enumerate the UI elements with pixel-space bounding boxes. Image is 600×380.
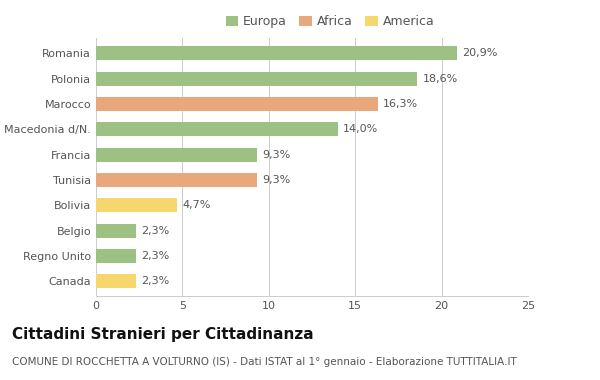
Text: 16,3%: 16,3% bbox=[383, 99, 418, 109]
Bar bbox=[96, 97, 377, 111]
Bar bbox=[96, 147, 257, 162]
Bar bbox=[96, 122, 338, 136]
Bar bbox=[96, 71, 418, 86]
Text: 18,6%: 18,6% bbox=[422, 74, 458, 84]
Bar bbox=[96, 198, 177, 212]
Bar bbox=[96, 249, 136, 263]
Text: 2,3%: 2,3% bbox=[141, 276, 169, 286]
Text: 9,3%: 9,3% bbox=[262, 175, 290, 185]
Legend: Europa, Africa, America: Europa, Africa, America bbox=[221, 10, 439, 33]
Bar bbox=[96, 46, 457, 60]
Text: COMUNE DI ROCCHETTA A VOLTURNO (IS) - Dati ISTAT al 1° gennaio - Elaborazione TU: COMUNE DI ROCCHETTA A VOLTURNO (IS) - Da… bbox=[12, 357, 517, 367]
Text: 4,7%: 4,7% bbox=[182, 200, 211, 210]
Text: 20,9%: 20,9% bbox=[463, 48, 498, 58]
Text: 14,0%: 14,0% bbox=[343, 124, 379, 134]
Text: 2,3%: 2,3% bbox=[141, 226, 169, 236]
Bar bbox=[96, 274, 136, 288]
Text: Cittadini Stranieri per Cittadinanza: Cittadini Stranieri per Cittadinanza bbox=[12, 327, 314, 342]
Bar bbox=[96, 223, 136, 238]
Text: 9,3%: 9,3% bbox=[262, 150, 290, 160]
Bar bbox=[96, 173, 257, 187]
Text: 2,3%: 2,3% bbox=[141, 251, 169, 261]
